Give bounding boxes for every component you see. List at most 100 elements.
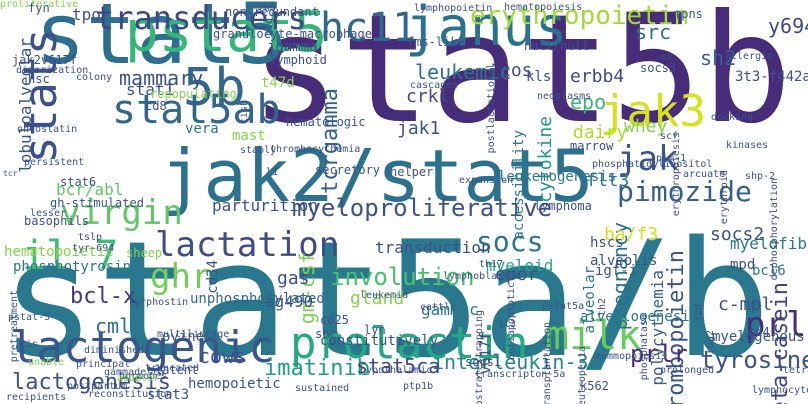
word-tetramers: tetramers bbox=[783, 365, 808, 376]
word-myeloid: myeloid bbox=[486, 256, 554, 275]
word-sustained: sustained bbox=[295, 383, 350, 394]
word-secretory: secretory bbox=[315, 163, 381, 177]
word-mammopoiesis: mammopoiesis bbox=[595, 351, 668, 362]
word-constitutively: constitutively bbox=[320, 333, 439, 349]
word-stat1: stat1 bbox=[126, 80, 175, 99]
word-jak2-stat5: jak2/stat5 bbox=[160, 134, 594, 218]
word-parturition: parturition bbox=[212, 196, 318, 215]
word-erythroid: erythroid bbox=[719, 170, 730, 225]
word-blg: blg bbox=[264, 18, 275, 37]
word-rag2: rag2 bbox=[705, 330, 716, 355]
word-lesser: lesser bbox=[30, 208, 67, 219]
word-prl: prl bbox=[745, 305, 807, 345]
word-gas: gas bbox=[277, 268, 310, 289]
word-hsc: hsc bbox=[28, 72, 50, 86]
word-substrate-trapping: substrate-trapping bbox=[474, 310, 485, 404]
word-igf-i: igf-i bbox=[595, 263, 638, 279]
word-shp-2: shp-2 bbox=[745, 171, 776, 182]
word-sheep: sheep bbox=[126, 246, 163, 260]
word-thrombocythemia: thrombocythemia bbox=[270, 144, 361, 155]
word-socs2: socs2 bbox=[710, 224, 765, 245]
word-fyn: fyn bbox=[28, 1, 50, 15]
word-non-redundant: non-redundant bbox=[225, 5, 319, 19]
word-reconstitution: reconstitution bbox=[88, 389, 173, 400]
word-cattle: cattle bbox=[420, 302, 457, 313]
word-sh2: sh2 bbox=[700, 46, 737, 70]
word-l1: l1 bbox=[266, 167, 279, 178]
word-dairy: dairy bbox=[573, 122, 628, 143]
word-postlactational: postlactational bbox=[486, 63, 497, 154]
word-ba-f3: ba/f3 bbox=[604, 224, 659, 245]
word-diminished: diminished bbox=[84, 345, 145, 356]
word-32d: 32d bbox=[693, 304, 704, 323]
word-leukemogenesis: leukemogenesis bbox=[498, 169, 617, 185]
word-jak3: jak3 bbox=[600, 86, 706, 137]
word-gland: gland bbox=[350, 288, 405, 309]
word-lactogenic: lactogenic bbox=[10, 322, 275, 373]
word-lactogenesis: lactogenesis bbox=[12, 370, 171, 395]
word-hormones: hormones bbox=[119, 371, 168, 382]
word-cd8: cd8 bbox=[145, 99, 167, 113]
word-kls: kls bbox=[526, 69, 552, 85]
word-interleukin-3: interleukin-3 bbox=[432, 350, 589, 374]
word-erythropoietin: erythropoietin bbox=[470, 1, 690, 31]
word-flt3: flt3 bbox=[586, 170, 630, 191]
word-ovine: ovine bbox=[162, 329, 205, 345]
word-ag490: ag490 bbox=[265, 292, 314, 311]
word-imatinib: imatinib bbox=[264, 356, 370, 381]
word-socs1: socs1 bbox=[465, 355, 502, 369]
word-mpd: mpd bbox=[730, 257, 756, 273]
word-stat5ca: stat5ca bbox=[356, 354, 441, 378]
word-tcrgamma: tcrgamma bbox=[318, 88, 343, 194]
word-jgamma: jgamma bbox=[267, 39, 318, 55]
word-transcripton-5a: transcripton-5a bbox=[475, 369, 566, 380]
word-stat5b: stat5b bbox=[250, 0, 792, 157]
word-epo: epo bbox=[570, 90, 607, 114]
word-leukemic: leukemic bbox=[415, 60, 512, 84]
word-pstat5: pstat5 bbox=[125, 0, 328, 65]
word-janus: janus bbox=[405, 0, 568, 58]
word-th9: th9 bbox=[258, 3, 277, 14]
word-hematopoiesis: hematopoiesis bbox=[504, 2, 583, 13]
word-thrombopoietin: thrombopoietin bbox=[664, 250, 689, 404]
word-lymphopoietin: lymphopoietin bbox=[414, 3, 493, 14]
word-cows: cows bbox=[198, 344, 247, 368]
word-mpns: mpns bbox=[674, 7, 703, 21]
word-milk: milk bbox=[545, 313, 642, 359]
word-jak1: jak1 bbox=[397, 118, 441, 139]
word-th17: th17 bbox=[479, 259, 504, 270]
word-tslp: tslp bbox=[78, 232, 103, 243]
word-tyrphostin: tyrphostin bbox=[128, 297, 189, 308]
word-stat6: stat6 bbox=[60, 175, 97, 189]
word-stat5ab: stat5ab bbox=[112, 87, 281, 133]
word-src: src bbox=[635, 20, 672, 44]
word-hematologic: hematologic bbox=[286, 115, 366, 129]
word-bcr-abl: bcr/abl bbox=[56, 180, 124, 199]
word-cis: cis bbox=[20, 339, 39, 350]
word-oncostatin: oncostatin bbox=[17, 124, 78, 135]
word-mast: mast bbox=[232, 128, 266, 144]
word-prlr: prlr bbox=[630, 340, 688, 368]
word-granulocyte-macrophage: granulocyte-macrophage bbox=[213, 27, 372, 41]
word-truncated: truncated bbox=[145, 363, 200, 374]
word-stat5: stat5 bbox=[35, 0, 288, 83]
word-transduction: transduction bbox=[375, 238, 491, 257]
word-bcl6: bcl6 bbox=[752, 263, 786, 279]
word-prolactin: prolactin bbox=[290, 318, 529, 369]
word-cml: cml bbox=[95, 314, 132, 338]
word-phosphatidylinositol: phosphatidylinositol bbox=[592, 159, 713, 170]
word-tyr-694: tyr-694 bbox=[72, 243, 115, 254]
word-arcuate: arcuate bbox=[683, 169, 726, 180]
word-pstat5a: pstat5a bbox=[542, 301, 585, 312]
word-multilineage: multilineage bbox=[157, 329, 230, 340]
word-tyrosine: tyrosine bbox=[700, 346, 808, 374]
word-gh-stimulated: gh-stimulated bbox=[50, 196, 144, 210]
word-5b: 5b bbox=[183, 58, 246, 118]
word-whey: whey bbox=[624, 116, 668, 137]
word-dephosphorylation: dephosphorylation bbox=[769, 178, 780, 281]
word-marrow: marrow bbox=[570, 139, 614, 153]
word-allergic: allergic bbox=[725, 51, 774, 62]
word-cd4: cd4 bbox=[748, 325, 770, 339]
word-socs: socs bbox=[476, 225, 544, 258]
word-adaptor: adaptor bbox=[117, 373, 160, 384]
